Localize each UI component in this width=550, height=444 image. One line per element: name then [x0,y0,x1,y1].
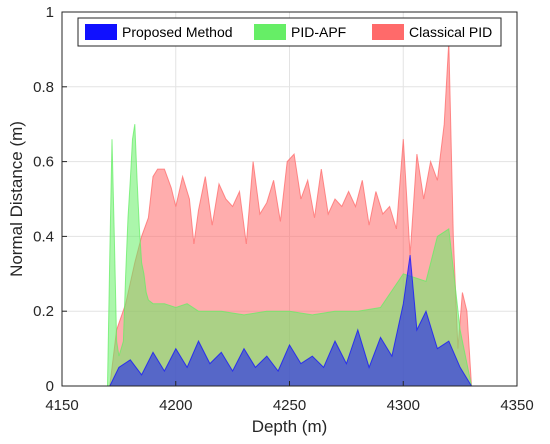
legend: Proposed Method PID-APF Classical PID [77,17,502,47]
y-tick-label: 0.4 [33,228,54,245]
area-proposed-method [109,255,473,387]
legend-swatch-proposed-method [85,24,117,40]
area-pid-apf [106,124,473,387]
y-tick-label: 1 [46,4,54,21]
ticks: 4150 4200 4250 4300 4350 0 0.2 0.4 0.6 0.8 1 [33,4,534,414]
x-tick-label: 4250 [273,397,306,414]
legend-box [77,17,502,47]
y-tick-label: 0.2 [33,303,54,320]
y-tick-label: 0 [46,378,54,395]
x-tick-label: 4300 [387,397,420,414]
y-tick-label: 0.6 [33,154,54,171]
legend-swatch-pid-apf [254,24,286,40]
y-axis-label: Normal Distance (m) [7,121,26,277]
legend-label-proposed-method: Proposed Method [122,24,233,40]
x-axis-label: Depth (m) [252,417,328,436]
series-areas [106,41,473,387]
legend-label-classical-pid: Classical PID [409,24,492,40]
legend-label-pid-apf: PID-APF [291,24,346,40]
legend-swatch-classical-pid [372,24,404,40]
y-tick-label: 0.8 [33,79,54,96]
area-classical-pid [109,41,473,387]
x-tick-label: 4150 [45,397,78,414]
x-tick-label: 4200 [159,397,192,414]
x-tick-label: 4350 [500,397,533,414]
